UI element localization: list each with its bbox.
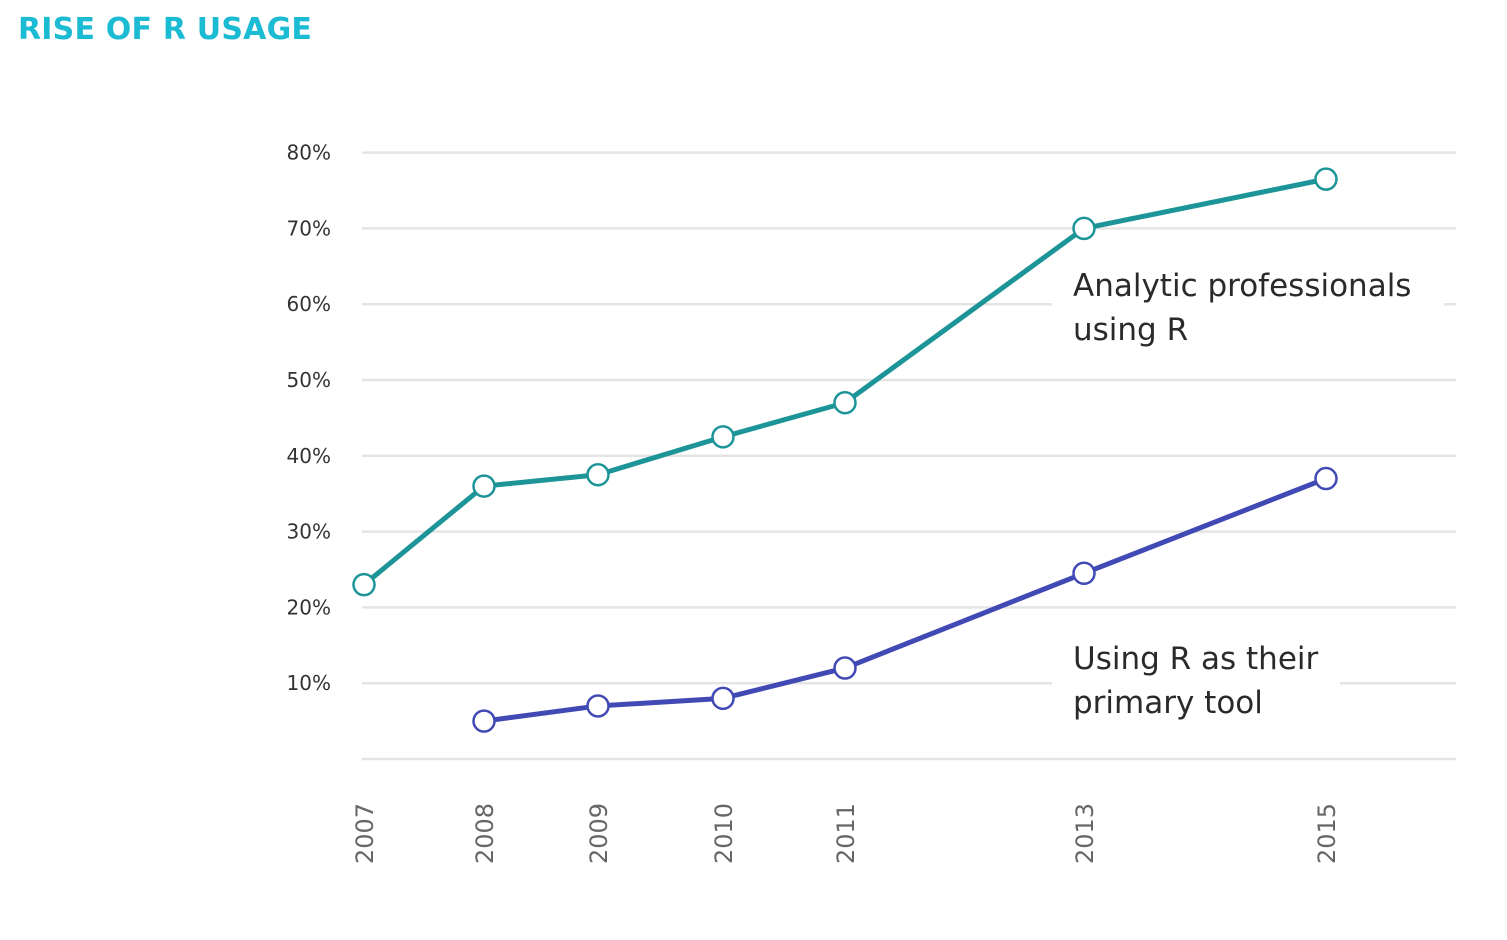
data-point [833,656,857,680]
annotation-text: Analytic professionals [1073,268,1411,304]
annotation-text: primary tool [1073,685,1263,721]
annotations: Analytic professionals using R Using R as … [1052,258,1444,724]
x-axis-ticks: 2007 2008 2009 2010 2011 2013 2015 [351,803,1341,864]
x-tick-label: 2011 [832,803,860,864]
y-tick-label: 30% [287,520,331,544]
y-tick-label: 70% [287,216,331,240]
y-tick-label: 40% [287,444,331,468]
data-point [1314,466,1338,491]
data-point [1072,216,1096,241]
x-tick-label: 2009 [585,803,613,864]
x-tick-label: 2013 [1071,803,1099,864]
data-point [586,463,610,487]
y-tick-label: 50% [287,368,331,392]
data-point [586,694,610,718]
y-tick-label: 60% [287,292,331,316]
data-point [1072,561,1096,586]
x-tick-label: 2008 [471,803,499,864]
data-point [711,425,735,449]
annotation-text: Using R as their [1073,641,1319,677]
x-tick-label: 2007 [351,803,379,864]
annotation-text: using R [1073,312,1188,348]
series-lines [352,167,1338,733]
y-tick-label: 20% [287,595,331,619]
data-point [472,474,496,498]
annotation-background [1052,258,1444,350]
data-point [352,572,376,597]
y-axis-ticks: 10% 20% 30% 40% 50% 60% 70% 80% [287,141,331,696]
annotation-background [1052,632,1340,724]
x-tick-label: 2010 [710,803,738,864]
series-line-1 [361,176,1329,588]
data-point [833,390,857,415]
x-tick-label: 2015 [1313,803,1341,864]
data-point [711,686,735,711]
data-point [472,709,496,733]
y-tick-label: 10% [287,671,331,695]
y-tick-label: 80% [287,141,331,165]
series-line-2 [481,476,1329,724]
page-title: RISE OF R USAGE [18,12,313,47]
data-point [1314,167,1338,191]
